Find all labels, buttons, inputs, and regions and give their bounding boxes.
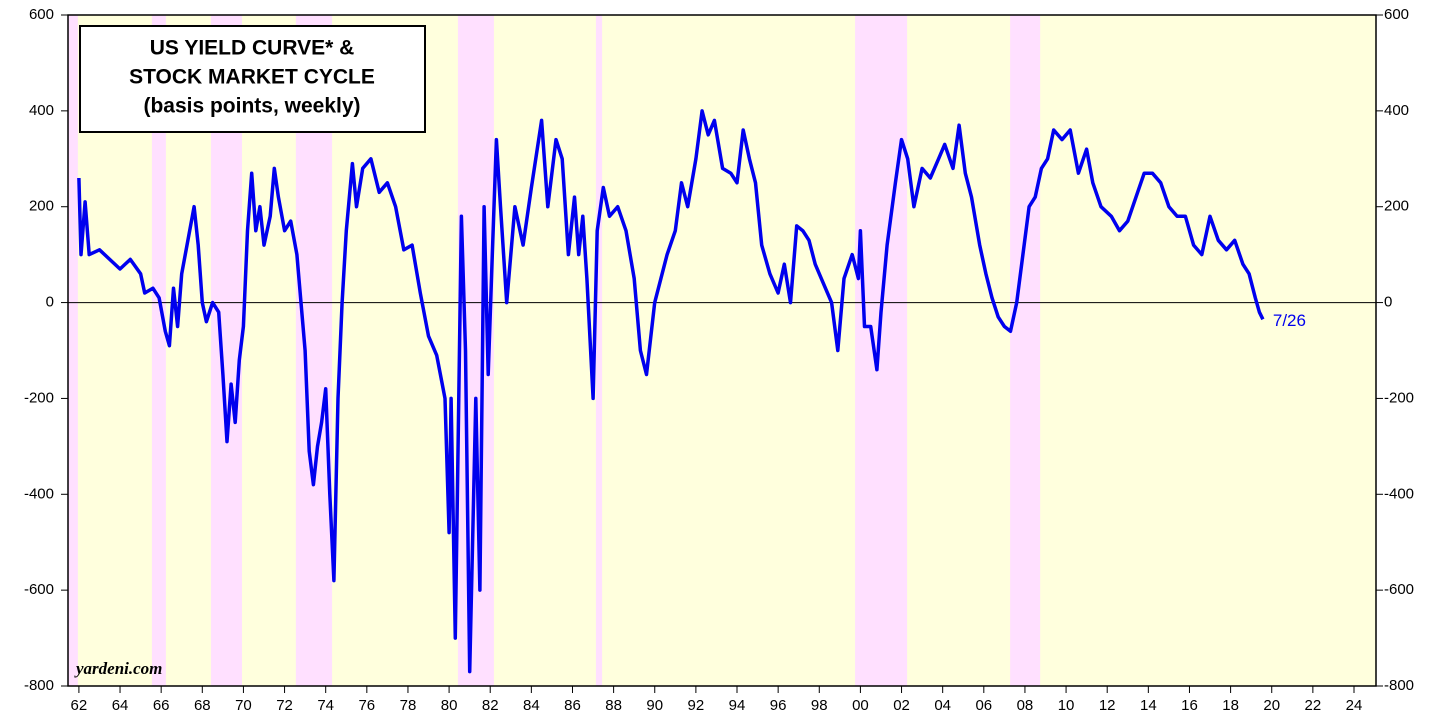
x-tick-label: 00 — [852, 697, 869, 714]
y2-tick-label: 0 — [1384, 294, 1392, 311]
y2-tick-label: 400 — [1384, 102, 1409, 119]
x-tick-label: 02 — [893, 697, 910, 714]
x-tick-label: 92 — [688, 697, 705, 714]
x-tick-label: 96 — [770, 697, 787, 714]
y2-tick-label: 200 — [1384, 198, 1409, 215]
x-tick-label: 84 — [523, 697, 540, 714]
x-tick-label: 18 — [1222, 697, 1239, 714]
x-tick-label: 98 — [811, 697, 828, 714]
x-tick-label: 10 — [1058, 697, 1075, 714]
y-tick-label: 200 — [29, 198, 54, 215]
x-tick-label: 90 — [646, 697, 663, 714]
x-tick-label: 68 — [194, 697, 211, 714]
x-tick-label: 66 — [153, 697, 170, 714]
plot-frame — [67, 14, 1377, 687]
x-tick-label: 76 — [358, 697, 375, 714]
x-tick-label: 86 — [564, 697, 581, 714]
end-label: 7/26 — [1273, 311, 1306, 330]
chart-title: (basis points, weekly) — [143, 95, 360, 118]
x-tick-label: 16 — [1181, 697, 1198, 714]
y-tick-label: 400 — [29, 102, 54, 119]
x-tick-label: 78 — [400, 697, 417, 714]
x-tick-label: 94 — [729, 697, 746, 714]
x-tick-label: 22 — [1305, 697, 1322, 714]
annotation: yardeni.com — [74, 659, 162, 678]
x-tick-label: 62 — [71, 697, 88, 714]
y2-tick-label: 600 — [1384, 6, 1409, 23]
y-tick-label: -600 — [24, 581, 54, 598]
y-tick-label: -400 — [24, 485, 54, 502]
shaded-period — [1010, 15, 1041, 686]
shaded-period — [68, 15, 78, 686]
y-tick-label: -200 — [24, 389, 54, 406]
x-tick-label: 70 — [235, 697, 252, 714]
x-tick-label: 06 — [975, 697, 992, 714]
x-tick-label: 80 — [441, 697, 458, 714]
chart-title: STOCK MARKET CYCLE — [129, 66, 375, 89]
title-box — [79, 25, 426, 133]
x-tick-label: 04 — [934, 697, 951, 714]
y-tick-label: -800 — [24, 677, 54, 694]
y2-tick-label: -200 — [1384, 389, 1414, 406]
x-tick-label: 64 — [112, 697, 129, 714]
chart-title: US YIELD CURVE* & — [150, 37, 355, 60]
x-tick-label: 08 — [1017, 697, 1034, 714]
y2-tick-label: -800 — [1384, 677, 1414, 694]
y2-tick-label: -400 — [1384, 485, 1414, 502]
x-tick-label: 88 — [605, 697, 622, 714]
shaded-period — [151, 15, 166, 686]
y-tick-label: 600 — [29, 6, 54, 23]
x-tick-label: 24 — [1346, 697, 1363, 714]
x-tick-label: 72 — [276, 697, 293, 714]
x-tick-label: 12 — [1099, 697, 1116, 714]
x-tick-label: 74 — [317, 697, 334, 714]
x-tick-label: 14 — [1140, 697, 1157, 714]
y-tick-label: 0 — [46, 294, 54, 311]
shaded-period — [595, 15, 603, 686]
x-tick-label: 82 — [482, 697, 499, 714]
x-tick-label: 20 — [1263, 697, 1280, 714]
shaded-period — [855, 15, 908, 686]
data-line — [77, 109, 1265, 674]
y2-tick-label: -600 — [1384, 581, 1414, 598]
